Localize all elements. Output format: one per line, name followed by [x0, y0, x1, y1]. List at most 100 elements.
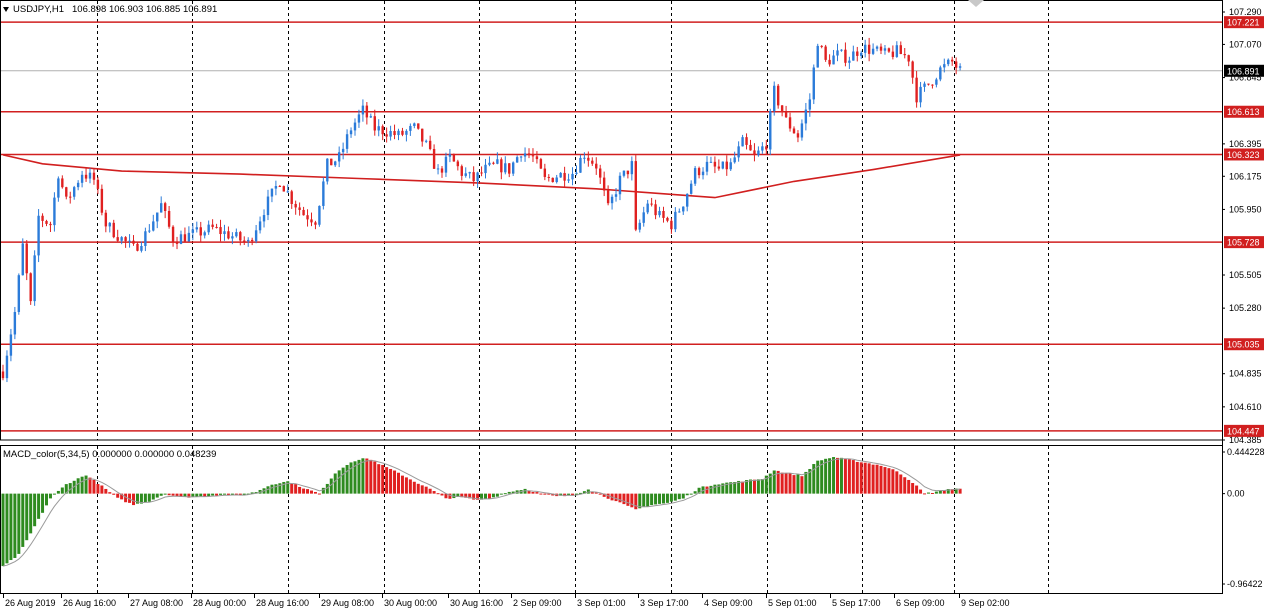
macd-bar	[614, 493, 618, 502]
macd-bar	[373, 461, 377, 494]
macd-bar	[788, 473, 792, 494]
macd-bar	[911, 483, 915, 494]
macd-bar	[638, 493, 642, 509]
level-price-tag	[1224, 148, 1264, 161]
candle-body	[432, 148, 436, 169]
macd-bar	[440, 493, 444, 496]
macd-bar	[681, 493, 685, 499]
candle-body	[341, 148, 345, 153]
candle-body	[88, 172, 92, 179]
candle-body	[381, 126, 384, 135]
macd-bar	[104, 488, 108, 494]
candle-body	[334, 161, 337, 166]
horizontal-levels[interactable]	[0, 21, 1222, 432]
macd-axis[interactable]: 0.444228 0.00 -0.96422	[1222, 447, 1265, 589]
macd-bar	[476, 493, 480, 500]
chart-frames	[0, 0, 1223, 594]
macd-bar	[582, 491, 586, 494]
candle-body	[686, 193, 689, 207]
candle-body	[397, 130, 400, 136]
candle-body	[919, 86, 922, 103]
candle-body	[523, 153, 527, 157]
macd-histogram	[1, 457, 962, 567]
macd-bar	[68, 483, 72, 494]
level-price-tag	[1224, 236, 1264, 249]
candle-body	[951, 59, 954, 62]
macd-bar	[313, 491, 317, 494]
scroll-arrow-icon[interactable]	[968, 0, 984, 7]
macd-bar	[523, 488, 527, 494]
candle-body	[417, 123, 420, 129]
candle-body	[931, 84, 934, 86]
macd-bar	[693, 491, 697, 494]
candle-body	[456, 161, 460, 167]
candle-body	[37, 215, 40, 256]
macd-bar	[721, 483, 725, 494]
candle-body	[808, 99, 812, 110]
macd-bar	[547, 493, 551, 495]
macd-bar	[487, 493, 491, 499]
macd-bar	[353, 461, 357, 494]
chart-menu-triangle-icon[interactable]	[3, 7, 9, 12]
candle-body	[211, 224, 214, 227]
candle-body	[907, 55, 910, 62]
candle-body	[812, 67, 815, 100]
macd-bar	[673, 493, 677, 501]
macd-bar	[306, 489, 310, 494]
candle-body	[717, 166, 721, 169]
candle-body	[887, 48, 891, 52]
y-tick-label: 107.070	[1229, 39, 1262, 49]
macd-bar	[650, 493, 654, 506]
candle-body	[927, 83, 930, 85]
candle-body	[401, 130, 404, 135]
level-price-tag	[1224, 105, 1264, 118]
candle-body	[460, 166, 463, 176]
macd-bar	[286, 481, 290, 494]
candle-body	[863, 44, 867, 53]
candle-body	[21, 243, 24, 276]
candle-body	[65, 187, 68, 197]
macd-bar	[420, 485, 424, 494]
candle-body	[175, 242, 179, 244]
candle-body	[618, 175, 622, 195]
macd-tick-label: -0.96422	[1227, 579, 1263, 589]
macd-tick-label: 0.00	[1227, 489, 1245, 499]
macd-bar	[33, 493, 37, 527]
candle-body	[773, 85, 776, 112]
macd-bar	[309, 490, 313, 494]
main-frame	[0, 0, 1223, 441]
level-price-label: 107.221	[1227, 18, 1260, 28]
candle-body	[923, 83, 926, 87]
macd-bar	[365, 458, 369, 494]
candle-body	[167, 210, 171, 227]
candle-body	[567, 179, 570, 181]
macd-bar	[151, 493, 155, 500]
macd-bar	[646, 493, 650, 507]
candle-body	[496, 159, 499, 164]
candle-body	[286, 191, 289, 193]
candle-body	[792, 128, 796, 134]
macd-bar	[855, 461, 859, 494]
macd-bar	[950, 489, 954, 494]
x-tick-label: 4 Sep 09:00	[704, 598, 753, 608]
macd-bar	[480, 493, 484, 500]
macd-bar	[404, 477, 408, 494]
macd-bar	[503, 493, 507, 495]
time-axis[interactable]: 26 Aug 2019 26 Aug 16:00 27 Aug 08:00 28 Au…	[3, 594, 1010, 608]
candle-body	[140, 245, 143, 251]
candle-body	[29, 273, 32, 302]
macd-bar	[832, 457, 836, 494]
candle-body	[915, 77, 918, 103]
candle-body	[25, 243, 28, 274]
macd-bar	[64, 484, 68, 494]
candle-body	[302, 209, 305, 216]
candle-body	[219, 227, 222, 235]
macd-bar	[958, 488, 962, 494]
price-axis[interactable]: 107.290 107.070 106.845 106.395 106.175 105.9…	[1222, 0, 1264, 594]
candle-body	[943, 64, 946, 68]
candle-body	[871, 48, 875, 54]
macd-bar	[436, 493, 440, 495]
macd-bar	[574, 493, 578, 495]
candle-body	[658, 210, 661, 216]
macd-bar	[919, 489, 923, 494]
